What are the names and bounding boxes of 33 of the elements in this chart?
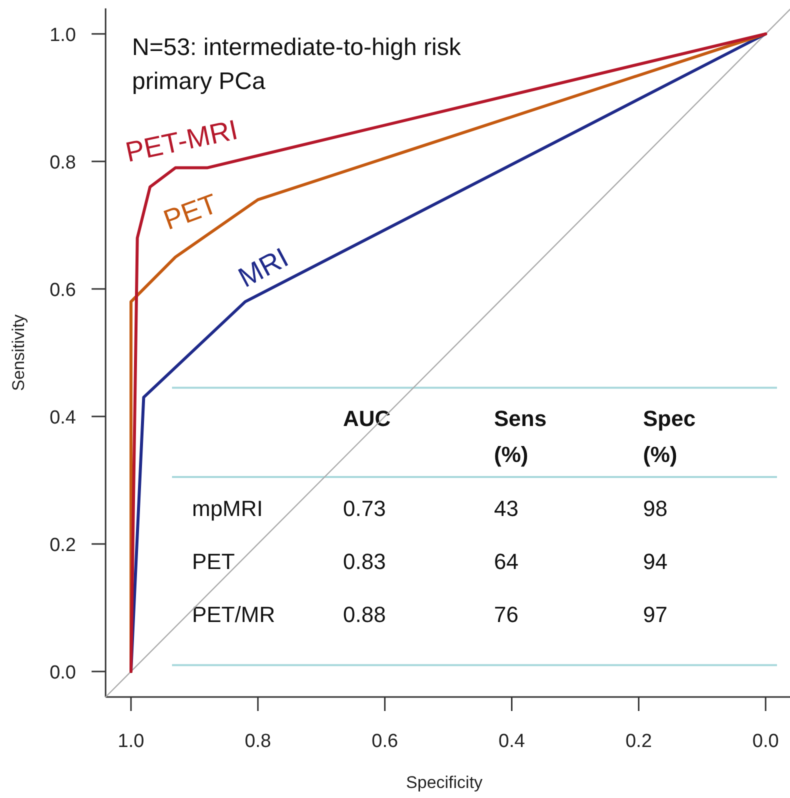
text: 97 [643, 602, 668, 627]
text: 76 [494, 602, 518, 627]
text: 0.83 [343, 549, 386, 574]
text: Spec (%) [643, 406, 696, 467]
text: PET [192, 549, 235, 574]
x-axis-title: Specificity [406, 773, 484, 792]
text: PET [159, 188, 222, 236]
text: mpMRI [192, 496, 263, 521]
text: 43 [494, 496, 518, 521]
text: PET-MRI [122, 114, 240, 168]
y-tick-label: 0.6 [50, 280, 76, 301]
text: 64 [494, 549, 518, 574]
y-tick-label: 1.0 [50, 24, 76, 46]
text: 0.88 [343, 602, 386, 627]
text: 98 [643, 496, 668, 521]
text: Sens (%) [494, 406, 547, 467]
y-tick-label: 0.4 [50, 407, 76, 428]
text: AUC [343, 406, 391, 431]
y-tick-label: 0.2 [50, 534, 76, 556]
y-axis-title: Sensitivity [9, 314, 28, 391]
text: 0.73 [343, 496, 386, 521]
y-tick-label: 0.8 [50, 152, 76, 174]
text: N=53: intermediate-to-high risk primary PCa [132, 34, 462, 95]
x-tick-label: 0.2 [625, 731, 652, 752]
x-tick-label: 0.6 [372, 731, 398, 752]
x-tick-label: 0.8 [244, 731, 272, 752]
x-tick-label: 1.0 [118, 731, 144, 752]
y-tick-label: 0.0 [50, 662, 76, 684]
text: MRI [233, 242, 294, 294]
text: PET/MR [192, 602, 276, 627]
x-tick-label: 0.4 [498, 731, 526, 752]
x-tick-label: 0.0 [752, 731, 779, 752]
text: 94 [643, 549, 668, 574]
